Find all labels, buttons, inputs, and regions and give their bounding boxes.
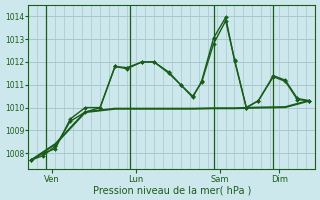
X-axis label: Pression niveau de la mer( hPa ): Pression niveau de la mer( hPa ): [92, 185, 251, 195]
